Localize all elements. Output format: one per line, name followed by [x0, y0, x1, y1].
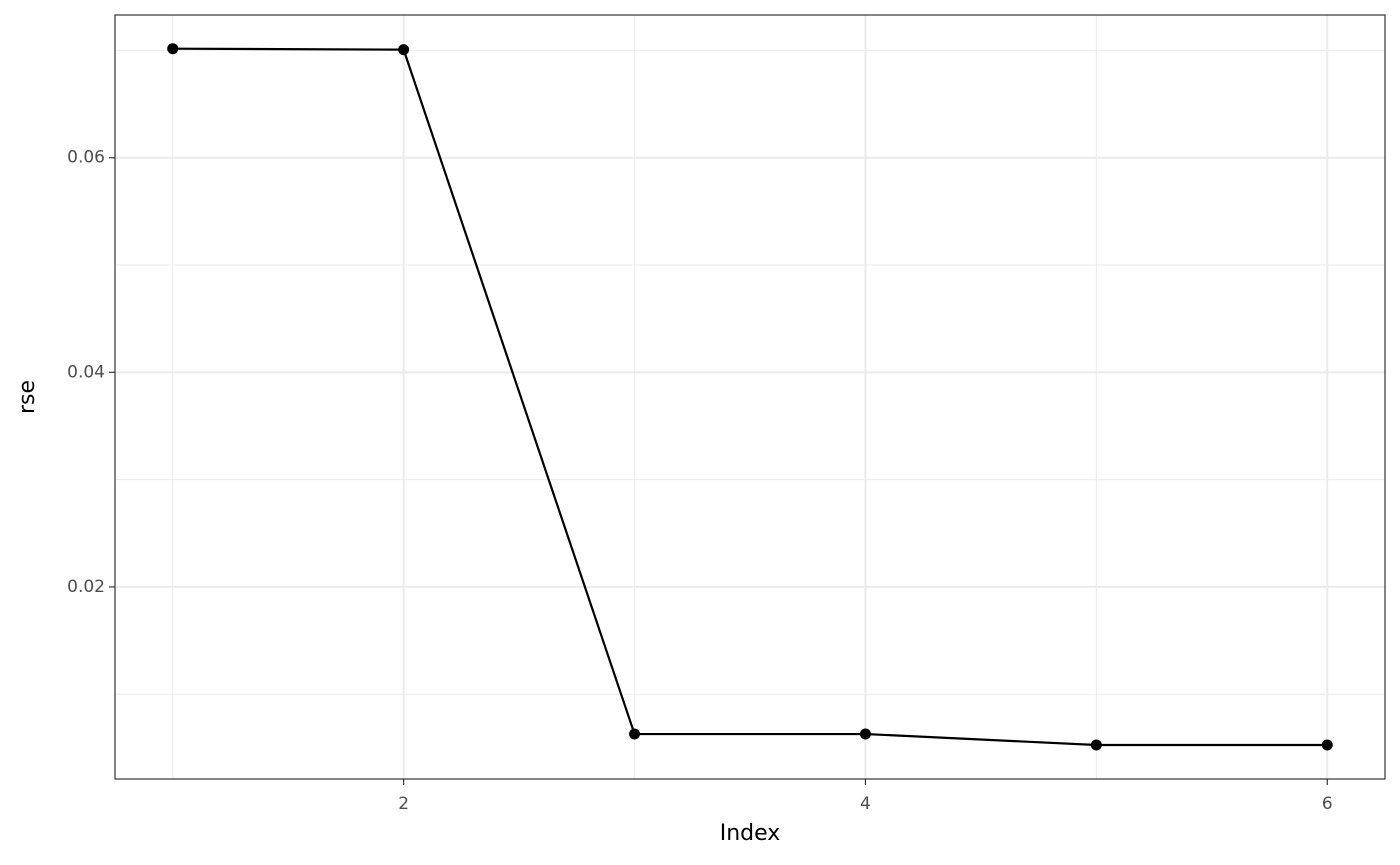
line	[172, 47, 1328, 747]
x-tick-label: 2	[398, 794, 409, 814]
panel-border	[114, 14, 1386, 780]
x-tick-label: 4	[860, 794, 871, 814]
y-tick-label: 0.02	[67, 577, 105, 597]
point	[629, 728, 641, 740]
point	[1090, 739, 1102, 751]
x-tick-label: 6	[1322, 794, 1333, 814]
y-tick-label: 0.06	[67, 148, 105, 168]
point	[1321, 739, 1333, 751]
point	[398, 44, 410, 56]
point	[859, 728, 871, 740]
x-axis-title: Index	[720, 821, 781, 846]
y-axis-title: rse	[15, 380, 40, 414]
point	[167, 43, 179, 55]
y-tick-label: 0.04	[67, 362, 105, 382]
plot-background	[115, 15, 1385, 779]
